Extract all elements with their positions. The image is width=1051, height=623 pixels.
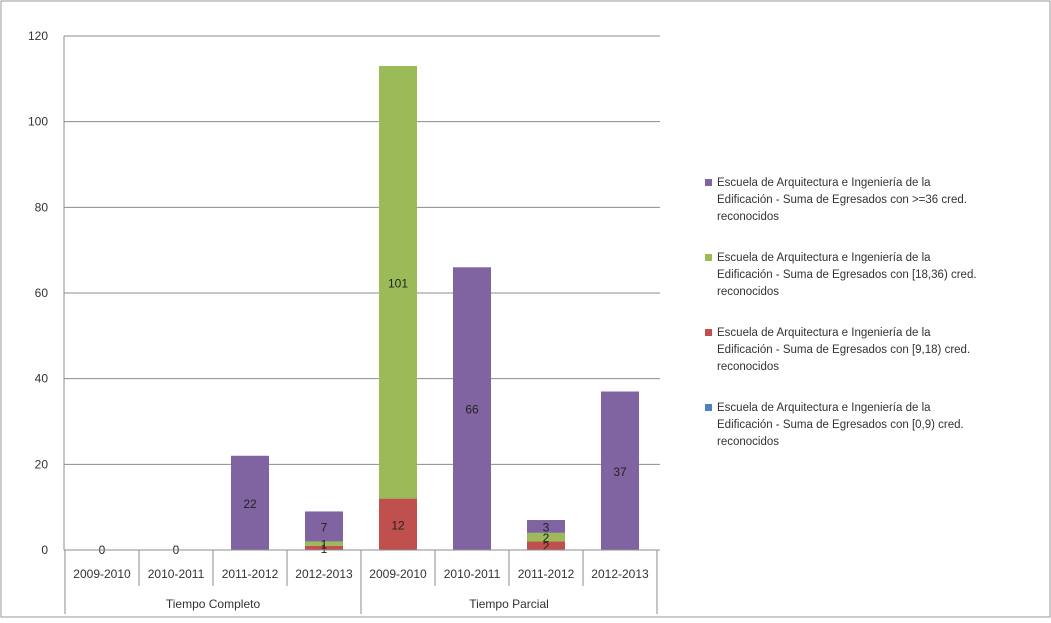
legend-label: Edificación - Suma de Egresados con >=36… bbox=[717, 194, 967, 206]
data-label: 2 bbox=[543, 531, 550, 545]
x-tick-label: 2010-2011 bbox=[148, 567, 205, 581]
legend-swatch bbox=[705, 179, 712, 186]
group-label: Tiempo Completo bbox=[166, 597, 261, 611]
legend-label: Edificación - Suma de Egresados con [9,1… bbox=[717, 344, 970, 356]
data-label: 66 bbox=[465, 403, 479, 417]
data-label: 2 bbox=[543, 540, 550, 554]
gridlines bbox=[64, 35, 660, 465]
x-tick-label: 2011-2012 bbox=[222, 567, 279, 581]
legend-label: Escuela de Arquitectura e Ingeniería de … bbox=[717, 402, 931, 414]
legend-label: reconocidos bbox=[717, 436, 779, 448]
x-tick-label: 2009-2010 bbox=[73, 567, 131, 581]
bar-segment bbox=[305, 541, 343, 546]
data-label: 3 bbox=[543, 520, 550, 534]
y-axis-ticks: 0 20 40 60 80 100 120 bbox=[28, 29, 48, 557]
y-tick-label: 120 bbox=[28, 29, 48, 43]
y-tick-label: 20 bbox=[35, 457, 49, 471]
data-label: 101 bbox=[388, 276, 408, 290]
x-axis: 2009-2010 2010-2011 2011-2012 2012-2013 2009… bbox=[63, 36, 660, 614]
x-tick-label: 2012-2013 bbox=[591, 567, 649, 581]
legend-swatch bbox=[705, 254, 712, 261]
y-tick-label: 80 bbox=[35, 200, 49, 214]
bar-segment bbox=[527, 520, 565, 533]
x-tick-label: 2011-2012 bbox=[518, 567, 575, 581]
group-label: Tiempo Parcial bbox=[469, 597, 549, 611]
bar-segment bbox=[305, 511, 343, 542]
y-tick-label: 100 bbox=[28, 115, 48, 129]
x-tick-label: 2012-2013 bbox=[295, 567, 353, 581]
legend-label: Escuela de Arquitectura e Ingeniería de … bbox=[717, 252, 931, 264]
y-tick-label: 0 bbox=[41, 543, 48, 557]
legend-label: Edificación - Suma de Egresados con [18,… bbox=[717, 269, 977, 281]
data-label: 7 bbox=[321, 520, 328, 534]
legend-swatch bbox=[705, 404, 712, 411]
bar-segment bbox=[231, 455, 269, 550]
data-label: 1 bbox=[321, 542, 328, 556]
x-tick-label: 2010-2011 bbox=[444, 567, 501, 581]
legend-label: reconocidos bbox=[717, 361, 779, 373]
data-label: 12 bbox=[391, 518, 405, 532]
bars bbox=[231, 65, 639, 550]
legend-swatch bbox=[705, 329, 712, 336]
legend-label: Edificación - Suma de Egresados con [0,9… bbox=[717, 419, 964, 431]
bar-segment bbox=[379, 65, 417, 499]
x-tick-label: 2009-2010 bbox=[369, 567, 427, 581]
legend-label: reconocidos bbox=[717, 286, 779, 298]
legend-label: Escuela de Arquitectura e Ingeniería de … bbox=[717, 327, 931, 339]
bar-segment bbox=[527, 541, 565, 550]
data-label: 37 bbox=[613, 465, 627, 479]
bar-segment bbox=[601, 391, 639, 550]
y-tick-label: 40 bbox=[35, 372, 49, 386]
data-label: 1 bbox=[321, 538, 328, 552]
legend-label: reconocidos bbox=[717, 211, 779, 223]
bar-segment bbox=[305, 545, 343, 550]
bar-segment bbox=[379, 498, 417, 550]
bar-segment bbox=[527, 532, 565, 542]
y-tick-label: 60 bbox=[35, 286, 49, 300]
legend: Escuela de Arquitectura e Ingeniería de … bbox=[705, 177, 977, 448]
data-label: 22 bbox=[243, 497, 257, 511]
legend-label: Escuela de Arquitectura e Ingeniería de … bbox=[717, 177, 931, 189]
bar-segment bbox=[453, 267, 491, 550]
